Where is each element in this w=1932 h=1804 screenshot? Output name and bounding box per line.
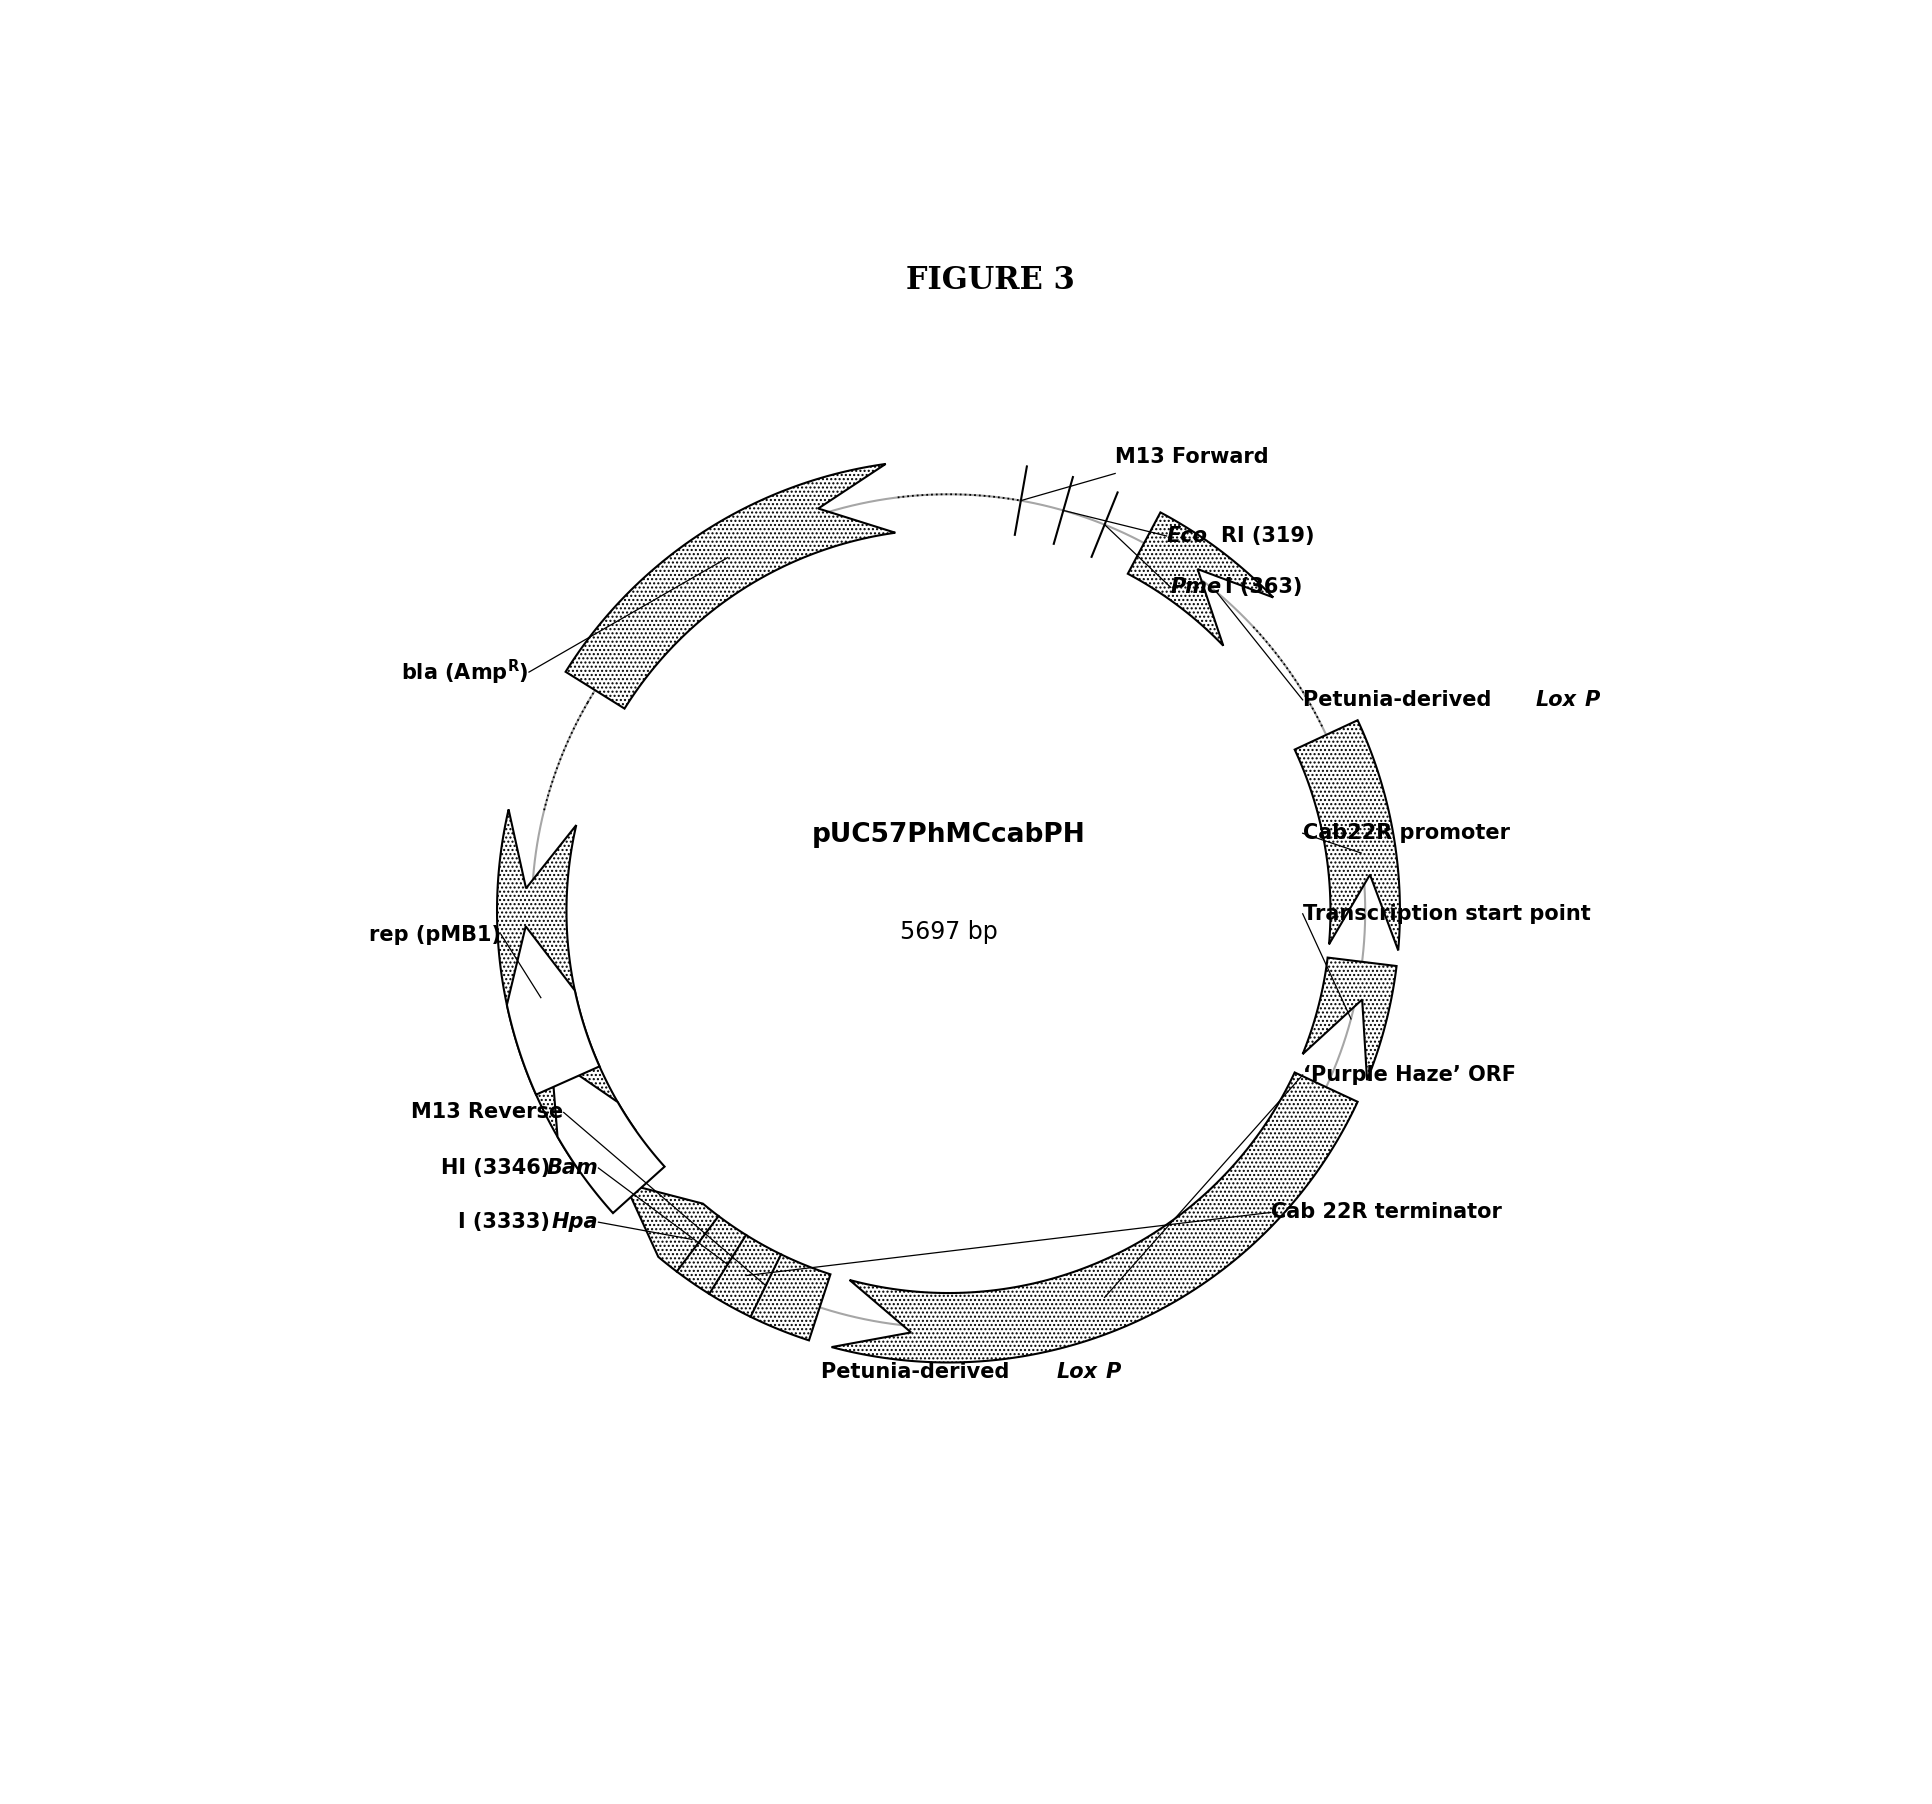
Text: RI (319): RI (319) <box>1221 527 1314 547</box>
Polygon shape <box>497 810 636 1171</box>
Text: Lox: Lox <box>1536 689 1577 711</box>
Polygon shape <box>551 1055 665 1212</box>
Text: Pme: Pme <box>1171 577 1221 597</box>
Polygon shape <box>506 925 599 1095</box>
Text: FIGURE 3: FIGURE 3 <box>906 265 1074 296</box>
Text: Bam: Bam <box>547 1158 599 1178</box>
Polygon shape <box>831 1072 1358 1362</box>
Text: Cab 22R terminator: Cab 22R terminator <box>1271 1203 1501 1223</box>
Text: Petunia-derived: Petunia-derived <box>821 1362 1016 1382</box>
Polygon shape <box>1128 512 1273 646</box>
Text: HI (3346): HI (3346) <box>440 1158 551 1178</box>
Text: P: P <box>1584 689 1600 711</box>
Text: Cab22R promoter: Cab22R promoter <box>1302 823 1509 842</box>
Text: Hpa: Hpa <box>553 1212 599 1232</box>
Text: 5697 bp: 5697 bp <box>900 920 997 943</box>
Text: I (3333): I (3333) <box>458 1212 551 1232</box>
Text: pUC57PhMCcabPH: pUC57PhMCcabPH <box>811 821 1086 848</box>
Text: Transcription start point: Transcription start point <box>1302 904 1590 924</box>
Text: rep (pMB1): rep (pMB1) <box>369 925 500 945</box>
Text: M13 Forward: M13 Forward <box>1115 447 1269 467</box>
Polygon shape <box>566 464 895 709</box>
Polygon shape <box>1302 958 1397 1081</box>
Polygon shape <box>624 1183 831 1340</box>
Text: Lox: Lox <box>1057 1362 1097 1382</box>
Text: I (363): I (363) <box>1225 577 1302 597</box>
Text: M13 Reverse: M13 Reverse <box>412 1102 564 1122</box>
Text: P: P <box>1105 1362 1121 1382</box>
Text: bla (Amp$^\mathregular{R}$): bla (Amp$^\mathregular{R}$) <box>402 657 529 687</box>
Polygon shape <box>1294 720 1401 951</box>
Text: ‘Purple Haze’ ORF: ‘Purple Haze’ ORF <box>1302 1064 1517 1084</box>
Text: Petunia-derived: Petunia-derived <box>1302 689 1499 711</box>
Text: Eco: Eco <box>1167 527 1208 547</box>
